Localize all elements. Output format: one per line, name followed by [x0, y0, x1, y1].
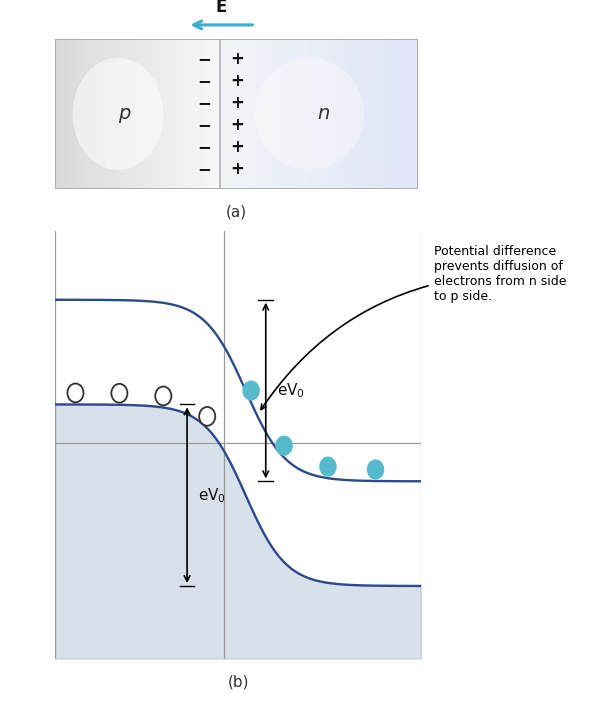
Ellipse shape	[73, 58, 164, 170]
Text: −: −	[197, 94, 211, 112]
Text: −: −	[197, 160, 211, 178]
Text: Potential difference
prevents diffusion of
electrons from n side
to p side.: Potential difference prevents diffusion …	[261, 245, 566, 409]
Text: +: +	[230, 138, 244, 156]
Circle shape	[320, 457, 336, 476]
Text: +: +	[230, 160, 244, 178]
Circle shape	[243, 381, 259, 400]
Text: +: +	[230, 94, 244, 112]
Circle shape	[111, 384, 127, 402]
Text: +: +	[230, 50, 244, 68]
Text: (b): (b)	[228, 674, 249, 689]
Text: eV$_0$: eV$_0$	[277, 381, 305, 400]
Circle shape	[155, 387, 172, 405]
Text: −: −	[197, 72, 211, 90]
Text: E: E	[216, 0, 227, 16]
Text: (a): (a)	[226, 204, 247, 219]
Text: −: −	[197, 138, 211, 156]
Circle shape	[276, 436, 292, 455]
Ellipse shape	[255, 58, 364, 170]
Text: +: +	[230, 116, 244, 134]
Circle shape	[199, 407, 215, 426]
Circle shape	[68, 384, 84, 402]
Text: −: −	[197, 50, 211, 68]
Text: n: n	[317, 105, 330, 123]
Text: p: p	[119, 105, 131, 123]
Text: +: +	[230, 72, 244, 90]
Circle shape	[368, 460, 384, 479]
Text: −: −	[197, 116, 211, 134]
Text: eV$_0$: eV$_0$	[198, 486, 226, 505]
